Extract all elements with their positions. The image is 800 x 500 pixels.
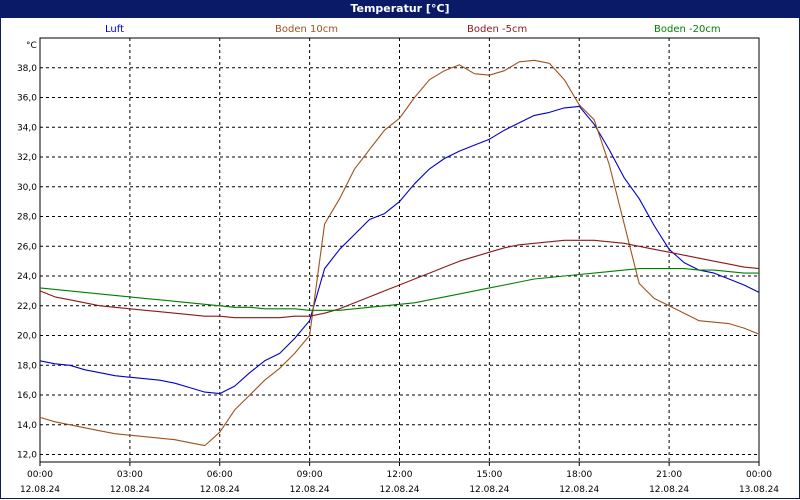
x-tick-date: 12.08.24	[20, 485, 60, 495]
x-tick-time: 09:00	[297, 470, 323, 480]
legend-boden-minus-5cm: Boden -5cm	[467, 24, 528, 35]
y-tick-label: 14,0	[17, 421, 37, 431]
y-tick-label: 12,0	[17, 451, 37, 461]
x-tick-date: 13.08.24	[739, 485, 779, 495]
x-tick-time: 18:00	[566, 470, 592, 480]
series-line-luft	[39, 105, 760, 395]
x-tick-time: 06:00	[207, 470, 233, 480]
y-tick-label: 28,0	[17, 213, 37, 223]
x-tick-time: 12:00	[387, 470, 413, 480]
y-tick-label: 18,0	[17, 361, 37, 371]
legend-luft: Luft	[105, 24, 124, 35]
y-tick-label: 24,0	[17, 272, 37, 282]
y-axis-label: °C	[26, 41, 37, 51]
x-tick-date: 12.08.24	[559, 485, 599, 495]
x-tick-date: 12.08.24	[469, 485, 509, 495]
x-tick-time: 00:00	[27, 470, 53, 480]
x-tick-date: 12.08.24	[649, 485, 689, 495]
legend-boden-minus-20cm: Boden -20cm	[654, 24, 721, 35]
legend-boden-10cm: Boden 10cm	[275, 24, 338, 35]
x-tick-date: 12.08.24	[290, 485, 330, 495]
y-tick-label: 16,0	[17, 391, 37, 401]
series-line-boden-5cm	[39, 239, 760, 319]
x-tick-date: 12.08.24	[379, 485, 419, 495]
y-tick-label: 36,0	[17, 94, 37, 104]
y-tick-label: 26,0	[17, 242, 37, 252]
y-tick-label: 22,0	[17, 302, 37, 312]
y-tick-label: 20,0	[17, 332, 37, 342]
x-tick-date: 12.08.24	[110, 485, 150, 495]
y-tick-label: 30,0	[17, 183, 37, 193]
y-tick-label: 32,0	[17, 153, 37, 163]
y-tick-label: 34,0	[17, 123, 37, 133]
x-tick-time: 15:00	[476, 470, 502, 480]
series-line-boden-20cm	[39, 268, 759, 311]
series-line-boden-10cm	[39, 59, 760, 447]
window-title: Temperatur [°C]	[0, 0, 800, 18]
y-tick-label: 38,0	[17, 64, 37, 74]
x-tick-date: 12.08.24	[200, 485, 240, 495]
x-tick-time: 21:00	[656, 470, 682, 480]
x-tick-time: 03:00	[117, 470, 143, 480]
x-tick-time: 00:00	[746, 470, 772, 480]
